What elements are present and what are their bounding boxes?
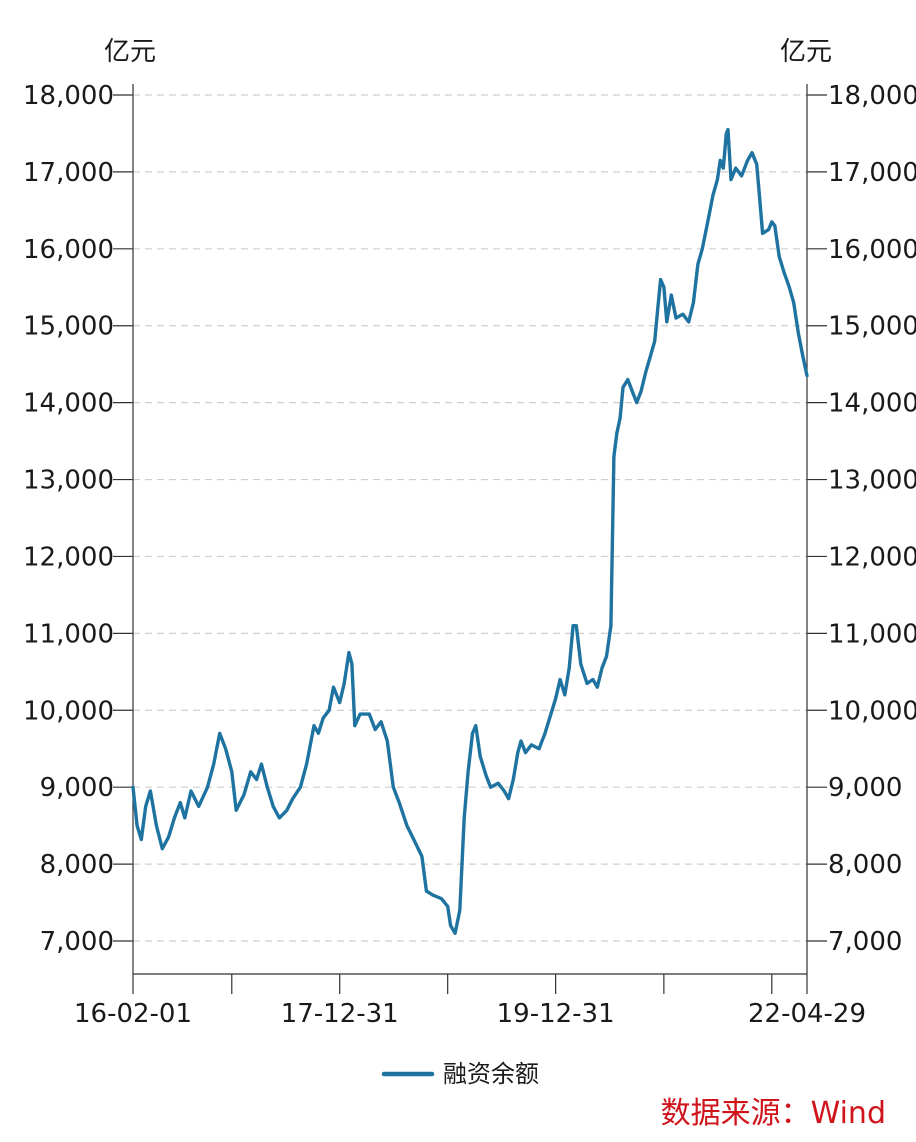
right-y-tick-label: 12,000 (828, 542, 916, 572)
right-y-tick-label: 18,000 (828, 81, 916, 111)
right-y-tick-label: 8,000 (828, 850, 902, 880)
x-tick-label: 16-02-01 (74, 999, 192, 1029)
series-line-margin-balance (131, 127, 809, 935)
right-y-tick-label: 9,000 (828, 773, 902, 803)
left-y-tick-label: 14,000 (23, 389, 114, 419)
right-y-tick-label: 14,000 (828, 389, 916, 419)
source-note: 数据来源：Wind (660, 1096, 886, 1131)
left-y-unit-label: 亿元 (104, 37, 156, 67)
left-y-tick-label: 8,000 (40, 850, 114, 880)
legend: 融资余额 (381, 1060, 539, 1088)
left-y-tick-label: 16,000 (23, 235, 114, 265)
left-y-tick-label: 9,000 (40, 773, 114, 803)
axes (113, 84, 827, 994)
right-y-unit-label: 亿元 (780, 37, 832, 67)
left-y-tick-label: 7,000 (40, 927, 114, 957)
left-y-tick-label: 13,000 (23, 466, 114, 496)
right-y-tick-label: 17,000 (828, 158, 916, 188)
right-y-tick-label: 13,000 (828, 466, 916, 496)
left-y-tick-label: 12,000 (23, 542, 114, 572)
grid-lines (133, 94, 807, 942)
left-y-tick-label: 15,000 (23, 312, 114, 342)
x-tick-label: 19-12-31 (497, 999, 615, 1029)
left-y-tick-label: 18,000 (23, 81, 114, 111)
right-y-tick-labels: 7,000 8,000 9,000 10,000 11,000 12,000 13,000 1… (828, 81, 916, 957)
left-y-tick-labels: 7,000 8,000 9,000 10,000 11,000 12,000 13,000 1… (23, 81, 114, 957)
right-y-tick-label: 10,000 (828, 696, 916, 726)
right-y-tick-label: 15,000 (828, 312, 916, 342)
x-tick-label: 17-12-31 (281, 999, 399, 1029)
right-y-tick-label: 7,000 (828, 927, 902, 957)
legend-label: 融资余额 (443, 1060, 539, 1088)
left-y-tick-label: 17,000 (23, 158, 114, 188)
right-y-tick-label: 11,000 (828, 619, 916, 649)
right-y-tick-label: 16,000 (828, 235, 916, 265)
x-tick-label: 22-04-29 (748, 999, 866, 1029)
left-y-tick-label: 11,000 (23, 619, 114, 649)
x-tick-labels: 16-02-01 17-12-31 19-12-31 22-04-29 (74, 999, 866, 1029)
left-y-tick-label: 10,000 (23, 696, 114, 726)
series (131, 127, 809, 935)
